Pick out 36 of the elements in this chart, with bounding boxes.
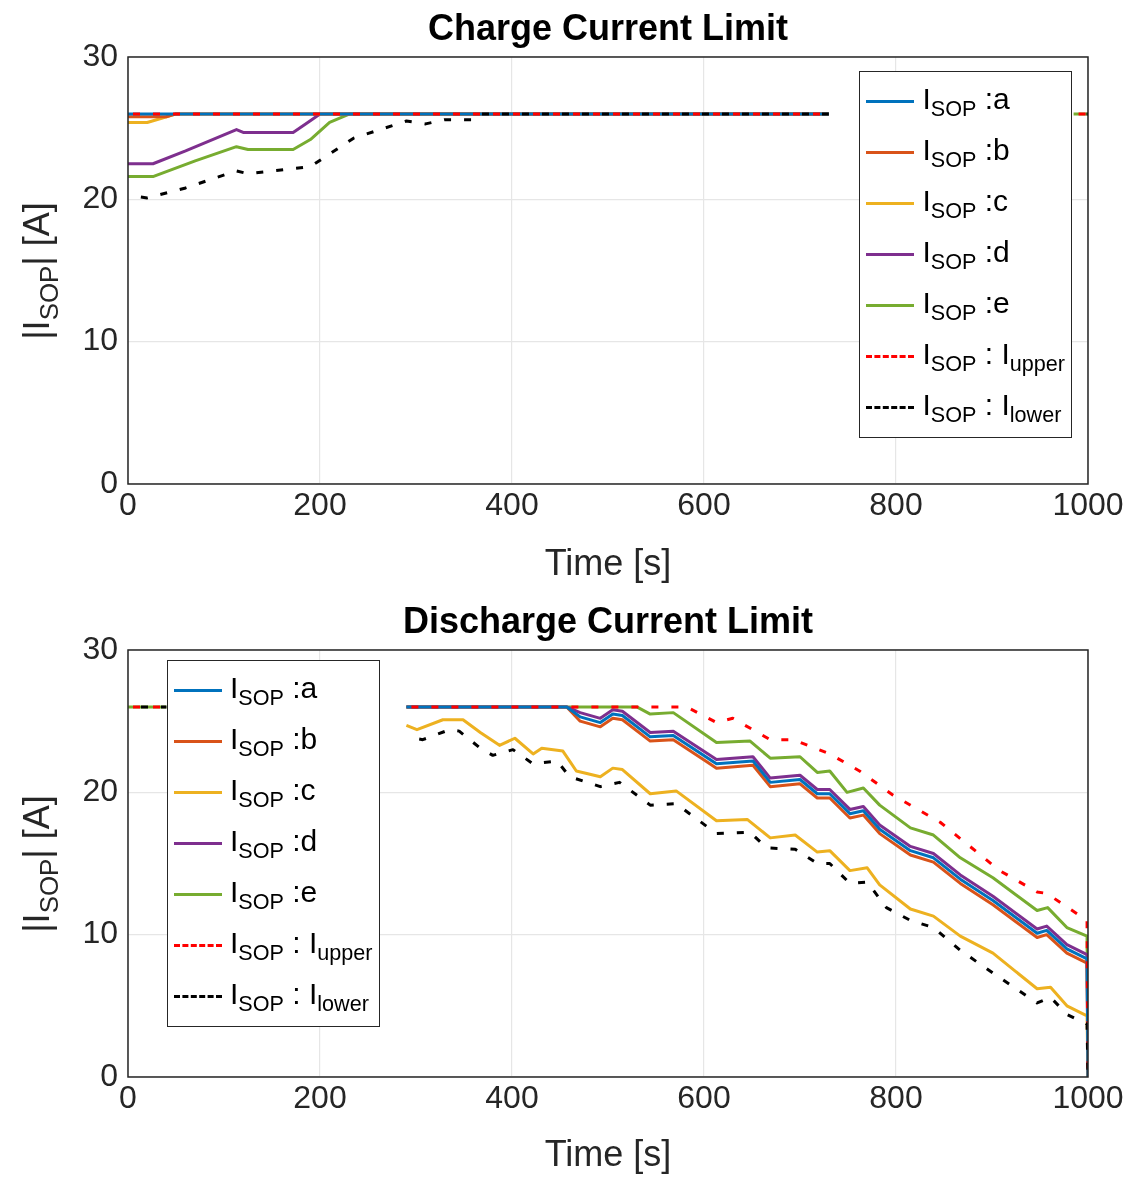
legend-label: I$_{SOP}$ :a xyxy=(230,670,318,711)
y-tick-label: 20 xyxy=(82,179,118,216)
legend-label: I$_{SOP}$ : I$_{upper}$ xyxy=(230,925,373,966)
y-tick-label: 30 xyxy=(82,629,118,666)
legend-label: I$_{SOP}$ : I$_{upper}$ xyxy=(922,336,1065,377)
legend-label: I$_{SOP}$ :a xyxy=(922,81,1010,122)
x-tick-label: 400 xyxy=(485,486,539,523)
legend-label: I$_{SOP}$ :c xyxy=(230,772,316,813)
chart-title: Discharge Current Limit xyxy=(401,600,815,642)
x-tick-label: 800 xyxy=(869,486,923,523)
legend-label: I$_{SOP}$ :d xyxy=(922,234,1010,275)
legend-label: I$_{SOP}$ :e xyxy=(922,285,1010,326)
legend-label: I$_{SOP}$ :b xyxy=(230,721,318,762)
legend-label: I$_{SOP}$ : I$_{lower}$ xyxy=(922,387,1062,428)
y-tick-label: 20 xyxy=(82,772,118,809)
x-tick-label: 800 xyxy=(869,1079,923,1116)
y-tick-label: 0 xyxy=(100,1056,118,1093)
x-axis-title: Time [s] xyxy=(544,1133,672,1175)
x-tick-label: 200 xyxy=(293,1079,347,1116)
y-tick-label: 0 xyxy=(100,463,118,500)
x-tick-label: 600 xyxy=(677,486,731,523)
x-tick-label: 1000 xyxy=(1052,486,1124,523)
x-tick-label: 200 xyxy=(293,486,347,523)
x-tick-label: 400 xyxy=(485,1079,539,1116)
y-tick-label: 10 xyxy=(82,321,118,358)
chart-title: Charge Current Limit xyxy=(426,7,789,49)
x-tick-label: 1000 xyxy=(1052,1079,1124,1116)
legend-label: I$_{SOP}$ :c xyxy=(922,183,1009,224)
x-axis-title: Time [s] xyxy=(544,542,672,584)
legend-label: I$_{SOP}$ :b xyxy=(922,132,1010,173)
x-tick-label: 600 xyxy=(677,1079,731,1116)
y-tick-label: 10 xyxy=(82,914,118,951)
legend-label: I$_{SOP}$ :e xyxy=(230,874,318,915)
legend-label: I$_{SOP}$ :d xyxy=(230,823,318,864)
y-tick-label: 30 xyxy=(82,36,118,73)
legend-label: I$_{SOP}$ : I$_{lower}$ xyxy=(230,976,369,1017)
